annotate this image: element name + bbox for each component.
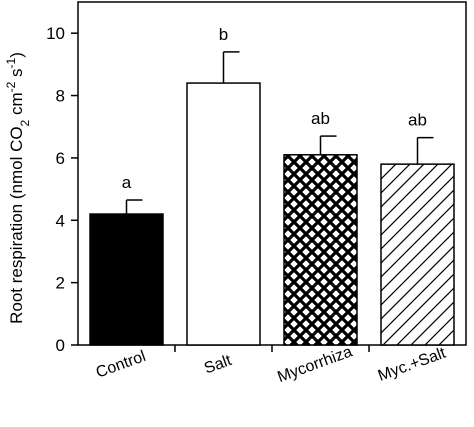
y-axis-title: Root respiration (nmol CO2 cm-2 s-1) — [4, 52, 32, 324]
bar-mycorrhiza — [283, 154, 358, 346]
x-axis: Control Salt Mycorrhiza Myc.+Salt — [94, 343, 449, 386]
bar-salt — [186, 82, 261, 346]
y-tick-label: 0 — [56, 336, 65, 355]
y-tick-label: 10 — [46, 24, 65, 43]
bar-control — [89, 213, 164, 346]
x-tick-label: Myc.+Salt — [376, 345, 449, 385]
bar-myc-salt — [380, 163, 455, 346]
y-tick-label: 8 — [56, 87, 65, 106]
x-tick-label: Control — [94, 348, 148, 382]
x-tick-label: Salt — [202, 352, 234, 378]
y-tick-label: 4 — [56, 211, 65, 230]
significance-label: ab — [408, 111, 427, 130]
y-tick-label: 2 — [56, 274, 65, 293]
y-tick-label: 6 — [56, 149, 65, 168]
significance-label: ab — [311, 109, 330, 128]
x-tick-label: Mycorrhiza — [275, 343, 354, 386]
significance-label: a — [122, 173, 132, 192]
y-axis: 0 2 4 6 8 10 — [46, 24, 78, 355]
significance-label: b — [219, 25, 228, 44]
